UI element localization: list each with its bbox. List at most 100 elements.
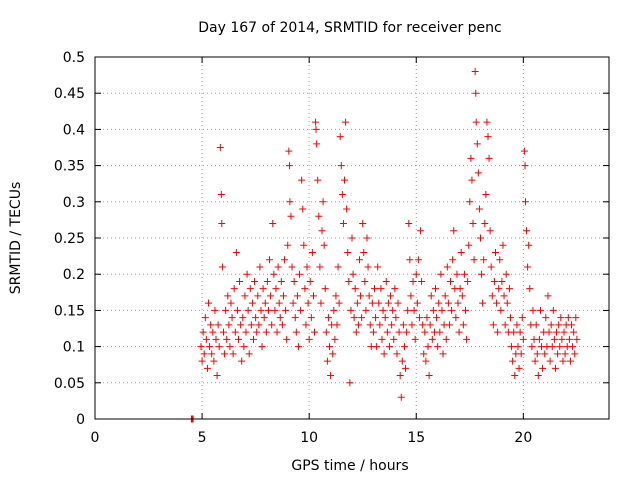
data-point [258,343,266,351]
data-point [230,285,238,293]
data-point [470,256,478,264]
data-point [450,227,458,235]
data-point [302,321,310,329]
data-point [460,270,468,278]
data-point [252,314,260,322]
data-point [205,299,213,307]
data-point [508,343,516,351]
data-point [337,162,345,170]
data-point [225,321,233,329]
data-point [341,176,349,184]
data-point [297,306,305,314]
data-point [206,343,214,351]
data-point [457,248,465,256]
x-tick-label: 15 [407,430,425,446]
y-tick-label: 0.05 [54,376,85,392]
data-point [428,335,436,343]
data-point [316,263,324,271]
data-point [324,314,332,322]
data-point [215,343,223,351]
data-point [536,306,544,314]
data-point [213,372,221,380]
data-point [352,328,360,336]
data-point [395,328,403,336]
data-point [475,205,483,213]
data-point [317,299,325,307]
data-point [327,372,335,380]
data-point [550,335,558,343]
data-point [275,299,283,307]
data-point [322,328,330,336]
data-point [236,277,244,285]
data-point [298,176,306,184]
data-point [437,270,445,278]
data-point [319,198,327,206]
data-point [272,285,280,293]
data-point [201,314,209,322]
data-point [244,306,252,314]
data-point [434,343,442,351]
data-point [553,328,561,336]
data-point [391,285,399,293]
data-point [300,241,308,249]
y-tick-label: 0.45 [54,86,85,102]
data-point [531,357,539,365]
data-point [287,212,295,220]
data-point [224,292,232,300]
data-point [464,277,472,285]
data-point [480,256,488,264]
data-point [407,292,415,300]
data-point [411,335,419,343]
data-point [249,335,257,343]
data-point [202,335,210,343]
data-point [441,292,449,300]
data-point [208,350,216,358]
data-point [447,277,455,285]
data-point [529,306,537,314]
y-tick-label: 0.15 [54,303,85,319]
data-point [339,220,347,228]
data-point [456,285,464,293]
data-point [510,328,518,336]
data-point [263,277,271,285]
data-point [359,220,367,228]
data-point [349,270,357,278]
data-point [348,234,356,242]
data-point [384,299,392,307]
data-point [276,314,284,322]
data-point [482,191,490,199]
data-point [303,263,311,271]
data-point [444,299,452,307]
data-point [361,277,369,285]
data-point [331,335,339,343]
data-point [392,314,400,322]
data-point [307,314,315,322]
data-point [209,328,217,336]
data-point [369,328,377,336]
data-point [299,205,307,213]
data-point [336,133,344,141]
data-point [333,321,341,329]
data-point [397,393,405,401]
data-point [286,198,294,206]
y-tick-label: 0.1 [63,340,85,356]
data-point [334,263,342,271]
data-point [454,299,462,307]
data-point [503,299,511,307]
data-point [501,321,509,329]
data-point [524,263,532,271]
data-point [455,328,463,336]
data-point [237,321,245,329]
data-point [498,277,506,285]
y-tick-label: 0.5 [63,50,85,66]
data-point [477,234,484,242]
data-point [448,306,456,314]
data-point [487,263,495,271]
data-point [458,292,466,300]
data-point [561,350,569,358]
data-point [396,372,404,380]
data-point [332,292,340,300]
data-point [421,328,429,336]
data-point [423,314,431,322]
data-point [409,277,417,285]
